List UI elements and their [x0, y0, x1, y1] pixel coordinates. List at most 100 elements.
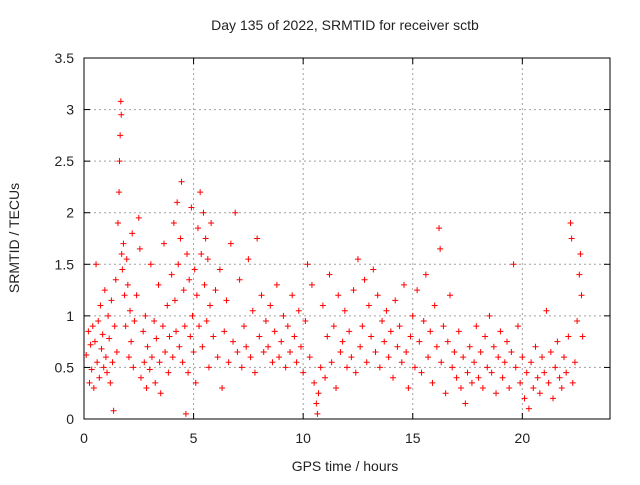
- data-point: [287, 348, 294, 355]
- data-point: [337, 348, 344, 355]
- data-point: [111, 323, 118, 330]
- data-point: [162, 348, 169, 355]
- data-point: [372, 348, 379, 355]
- data-point: [254, 235, 261, 242]
- data-point: [91, 338, 98, 345]
- data-point: [128, 338, 135, 345]
- plot-frame: [83, 57, 611, 420]
- data-point: [330, 323, 337, 330]
- data-point: [276, 354, 283, 361]
- data-point: [199, 343, 206, 350]
- data-point: [159, 323, 166, 330]
- data-point: [267, 302, 274, 309]
- data-point: [315, 390, 322, 397]
- data-point: [466, 343, 473, 350]
- data-point: [501, 359, 508, 366]
- data-point: [420, 318, 427, 325]
- chart-title: Day 135 of 2022, SRMTID for receiver sct…: [211, 17, 479, 33]
- data-point: [210, 333, 217, 340]
- data-point: [317, 364, 324, 371]
- data-point: [121, 292, 128, 299]
- data-point: [189, 312, 196, 319]
- data-point: [245, 256, 252, 263]
- data-point: [262, 318, 269, 325]
- data-point: [273, 281, 280, 288]
- data-point: [425, 354, 432, 361]
- data-point: [97, 302, 104, 309]
- data-point: [265, 343, 272, 350]
- data-point: [297, 343, 304, 350]
- data-point: [238, 364, 245, 371]
- data-point: [302, 318, 309, 325]
- data-point: [381, 338, 388, 345]
- data-point: [247, 354, 254, 361]
- data-point: [361, 276, 368, 283]
- data-point: [176, 343, 183, 350]
- data-point: [203, 318, 210, 325]
- data-point: [141, 359, 148, 366]
- data-point: [453, 374, 460, 381]
- data-point: [438, 359, 445, 366]
- data-point: [539, 354, 546, 361]
- data-point: [333, 385, 340, 392]
- data-point: [525, 405, 532, 412]
- data-point: [370, 266, 377, 273]
- data-point: [106, 335, 113, 342]
- data-point: [460, 354, 467, 361]
- data-point: [346, 328, 353, 335]
- data-point: [482, 333, 489, 340]
- data-point: [201, 281, 208, 288]
- data-point: [376, 364, 383, 371]
- data-point: [236, 276, 243, 283]
- data-point: [328, 359, 335, 366]
- data-point: [143, 385, 150, 392]
- data-point: [409, 312, 416, 319]
- data-point: [429, 379, 436, 386]
- x-tick-label: 5: [190, 430, 198, 446]
- data-point: [497, 328, 504, 335]
- data-point: [107, 379, 114, 386]
- data-point: [379, 318, 386, 325]
- data-point: [442, 390, 449, 397]
- data-point: [523, 369, 530, 376]
- data-point: [153, 335, 160, 342]
- x-tick-label: 20: [515, 430, 531, 446]
- data-point: [251, 369, 258, 376]
- data-point: [374, 292, 381, 299]
- data-point: [205, 364, 212, 371]
- data-point: [99, 331, 106, 338]
- data-point: [354, 256, 361, 263]
- data-point: [567, 220, 574, 227]
- data-point: [457, 385, 464, 392]
- data-point: [124, 281, 131, 288]
- data-point: [528, 359, 535, 366]
- data-point: [114, 220, 121, 227]
- data-point: [225, 359, 232, 366]
- data-point: [256, 333, 263, 340]
- data-point: [308, 281, 315, 288]
- data-point: [314, 410, 321, 417]
- data-point: [444, 338, 451, 345]
- data-point: [120, 240, 127, 247]
- data-point: [534, 374, 541, 381]
- data-point: [569, 379, 576, 386]
- data-point: [576, 271, 583, 278]
- data-point: [136, 245, 143, 252]
- data-point: [387, 328, 394, 335]
- data-point: [116, 189, 123, 196]
- data-point: [178, 178, 185, 185]
- data-point: [556, 374, 563, 381]
- data-point: [324, 333, 331, 340]
- data-point: [348, 354, 355, 361]
- data-point: [488, 369, 495, 376]
- data-point: [304, 261, 311, 268]
- data-point: [357, 343, 364, 350]
- data-point: [490, 343, 497, 350]
- data-point: [514, 323, 521, 330]
- data-point: [396, 323, 403, 330]
- data-point: [577, 250, 584, 257]
- data-point: [289, 292, 296, 299]
- data-point: [180, 287, 187, 294]
- x-axis-label: GPS time / hours: [292, 458, 399, 474]
- data-point: [486, 312, 493, 319]
